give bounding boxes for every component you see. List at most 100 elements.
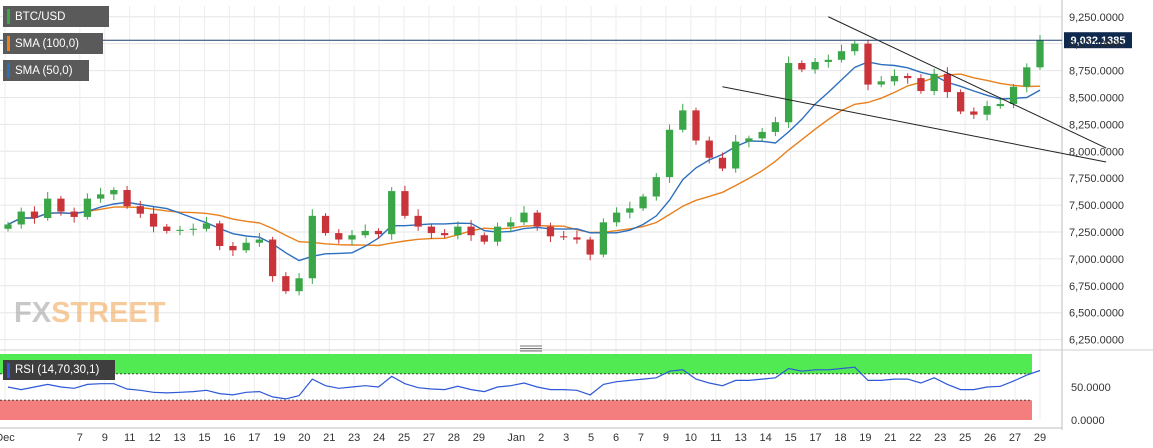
candle-body: [136, 206, 144, 214]
candle-body: [573, 237, 581, 240]
candle-body: [758, 131, 766, 139]
legend-sma50[interactable]: SMA (50,0): [3, 60, 89, 81]
candle-body: [546, 226, 555, 237]
candle-body: [414, 215, 422, 227]
sma-100-path: [7, 73, 1041, 247]
candle-body: [652, 177, 660, 197]
legend-pair[interactable]: BTC/USD: [3, 6, 109, 27]
trendline-upper: [828, 16, 1107, 149]
candle-body: [110, 190, 118, 195]
time-tick-label: 7: [638, 432, 644, 444]
candle-body: [348, 235, 356, 240]
candle-body: [692, 110, 700, 141]
time-tick-label: 15: [198, 432, 210, 444]
candle-body: [255, 239, 264, 243]
trendlines: [722, 16, 1107, 163]
candle-body: [467, 226, 475, 236]
candle-body: [718, 157, 727, 169]
candle-body: [163, 226, 171, 231]
candle-body: [149, 213, 158, 227]
time-tick-label: 11: [710, 432, 721, 444]
legend-rsi[interactable]: RSI (14,70,30,1): [3, 360, 115, 380]
sma100-label: SMA (100,0): [15, 37, 79, 50]
price-tick-label: 6,500.0000: [1069, 308, 1124, 320]
price-axis: 9,250.0000 9,000.0000 8,750.0000 8,500.0000…: [1069, 12, 1124, 347]
candle-body: [1036, 40, 1044, 68]
candle-body: [533, 212, 541, 227]
candle-body: [917, 78, 925, 92]
candle-body: [321, 215, 330, 234]
chart-grid: [0, 0, 1153, 430]
candle-body: [586, 239, 594, 255]
time-tick-label: 29: [1034, 432, 1046, 444]
rsi-oversold-band: [0, 400, 1032, 420]
candle-body: [361, 230, 369, 236]
candle-body: [943, 73, 952, 93]
time-tick-label: Dec: [0, 432, 15, 444]
rsi-swatch: [7, 362, 10, 378]
price-tick-label: 9,000.0000: [1069, 39, 1124, 51]
time-tick-label: 17: [809, 432, 821, 444]
candle-body: [454, 226, 462, 236]
candle-body: [4, 224, 12, 229]
candle-body: [877, 81, 885, 85]
candle-body: [401, 191, 409, 216]
time-tick-label: 6: [613, 432, 619, 444]
candle-body: [983, 106, 991, 115]
legend-sma100[interactable]: SMA (100,0): [3, 33, 103, 54]
candle-body: [229, 245, 237, 251]
time-tick-label: 26: [984, 432, 996, 444]
time-tick-label: 2: [538, 432, 544, 444]
time-tick-label: 14: [760, 432, 772, 444]
time-tick-label: 21: [323, 432, 335, 444]
candle-body: [890, 75, 899, 82]
candle-body: [798, 63, 806, 70]
time-tick-label: 29: [473, 432, 485, 444]
candle-body: [507, 222, 515, 227]
candle-body: [44, 198, 52, 219]
time-tick-label: 10: [685, 432, 697, 444]
candle-body: [440, 233, 449, 236]
price-tick-label: 7,500.0000: [1069, 200, 1124, 212]
price-tick-label: 8,000.0000: [1069, 146, 1124, 158]
rsi-tick-label: 0.0000: [1071, 415, 1105, 427]
price-tick-label: 8,250.0000: [1069, 119, 1124, 131]
candle-body: [1009, 86, 1018, 104]
rsi-overbought-band: [0, 354, 1032, 374]
candle-body: [956, 92, 965, 112]
candle-body: [17, 211, 25, 225]
last-price-line: 9,032.1385: [0, 32, 1132, 49]
sma50-swatch: [7, 63, 10, 78]
price-tick-label: 8,500.0000: [1069, 92, 1124, 104]
candle-body: [612, 212, 621, 223]
candle-body: [970, 111, 978, 115]
candle-body: [202, 223, 211, 229]
price-tick-label: 7,250.0000: [1069, 227, 1124, 239]
time-tick-label: 23: [348, 432, 360, 444]
time-tick-label: 15: [784, 432, 796, 444]
candle-body: [30, 211, 39, 219]
candle-body: [837, 51, 846, 60]
candle-body: [824, 59, 832, 62]
candle-body: [295, 278, 303, 292]
pair-swatch: [7, 9, 10, 24]
rsi-label: RSI (14,70,30,1): [15, 364, 100, 376]
price-tick-label: 6,250.0000: [1069, 335, 1124, 347]
pair-label: BTC/USD: [15, 10, 66, 23]
panel-resize-handle[interactable]: [520, 345, 542, 352]
candle-body: [493, 226, 502, 242]
time-tick-label: 9: [102, 432, 108, 444]
time-tick-label: 12: [149, 432, 161, 444]
candle-body: [771, 122, 780, 132]
candle-body: [851, 43, 859, 52]
trendline-lower: [722, 86, 1107, 163]
candle-body: [83, 198, 92, 217]
candle-body: [639, 196, 647, 209]
time-tick-label: 16: [223, 432, 235, 444]
candle-body: [560, 236, 568, 238]
time-tick-label: 21: [884, 432, 896, 444]
time-tick-label: 9: [663, 432, 669, 444]
candle-body: [1023, 67, 1031, 87]
candle-body: [308, 215, 316, 279]
